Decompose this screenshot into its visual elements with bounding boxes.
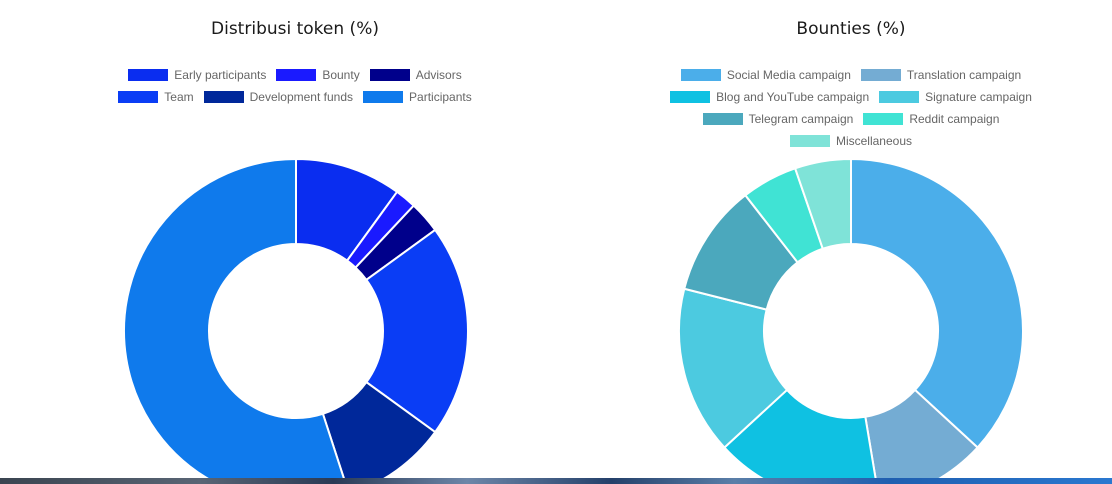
- footer-background-strip: [0, 478, 1112, 484]
- legend-label: Miscellaneous: [835, 134, 913, 148]
- chart-legend: Early participants Bounty Advisors Team …: [0, 67, 590, 105]
- chart-legend: Social Media campaign Translation campai…: [590, 67, 1112, 149]
- donut-chart: [123, 157, 469, 484]
- legend-label: Translation campaign: [906, 68, 1022, 82]
- legend-item[interactable]: Early participants: [128, 68, 266, 82]
- legend-label: Participants: [409, 90, 472, 104]
- legend-item[interactable]: Bounty: [276, 68, 360, 82]
- legend-label: Development funds: [249, 90, 354, 104]
- legend-label: Early participants: [174, 68, 267, 82]
- legend-label: Bounty: [322, 68, 360, 82]
- legend-label: Reddit campaign: [909, 112, 1000, 126]
- donut-slice-team[interactable]: [364, 228, 469, 434]
- legend-item[interactable]: Team: [118, 90, 194, 104]
- legend-swatch: [680, 69, 721, 81]
- legend-swatch: [118, 91, 159, 103]
- token-distribution-chart: Distribusi token (%) Early participants …: [0, 19, 590, 484]
- legend-item[interactable]: Telegram campaign: [702, 112, 854, 126]
- legend-label: Blog and YouTube campaign: [716, 90, 870, 104]
- legend-label: Signature campaign: [925, 90, 1032, 104]
- legend-label: Team: [164, 90, 194, 104]
- legend-swatch: [203, 91, 244, 103]
- legend-row: Telegram campaign Reddit campaign: [702, 111, 999, 127]
- bounties-chart: Bounties (%) Social Media campaign Trans…: [590, 0, 1112, 484]
- legend-row: Team Development funds Participants: [118, 89, 472, 105]
- chart-title: Bounties (%): [796, 19, 906, 39]
- legend-swatch: [879, 91, 920, 103]
- legend-item[interactable]: Reddit campaign: [863, 112, 999, 126]
- legend-swatch: [363, 91, 404, 103]
- legend-swatch: [702, 113, 743, 125]
- legend-item[interactable]: Translation campaign: [860, 68, 1022, 82]
- legend-row: Blog and YouTube campaign Signature camp…: [670, 89, 1032, 105]
- legend-swatch: [369, 69, 410, 81]
- donut-slice-participants[interactable]: [123, 157, 349, 484]
- donut-slice-development-funds[interactable]: [321, 380, 437, 484]
- legend-item[interactable]: Blog and YouTube campaign: [670, 90, 869, 104]
- legend-label: Social Media campaign: [726, 68, 851, 82]
- chart-title: Distribusi token (%): [211, 19, 379, 39]
- donut-slice-social-media-campaign[interactable]: [850, 157, 1024, 449]
- legend-swatch: [789, 135, 830, 147]
- legend-swatch: [863, 113, 904, 125]
- legend-item[interactable]: Social Media campaign: [680, 68, 851, 82]
- legend-row: Early participants Bounty Advisors: [128, 67, 462, 83]
- legend-item[interactable]: Miscellaneous: [789, 134, 913, 148]
- legend-row: Social Media campaign Translation campai…: [680, 67, 1022, 83]
- legend-row: Miscellaneous: [789, 133, 913, 149]
- donut-slice-translation-campaign[interactable]: [864, 388, 979, 484]
- legend-swatch: [670, 91, 711, 103]
- legend-swatch: [276, 69, 317, 81]
- legend-label: Telegram campaign: [748, 112, 854, 126]
- donut-chart: [678, 157, 1024, 484]
- donut-slice-miscellaneous[interactable]: [793, 157, 852, 250]
- legend-item[interactable]: Development funds: [203, 90, 354, 104]
- legend-item[interactable]: Signature campaign: [879, 90, 1032, 104]
- legend-swatch: [128, 69, 169, 81]
- legend-item[interactable]: Participants: [363, 90, 472, 104]
- legend-label: Advisors: [415, 68, 462, 82]
- legend-item[interactable]: Advisors: [369, 68, 462, 82]
- legend-swatch: [860, 69, 901, 81]
